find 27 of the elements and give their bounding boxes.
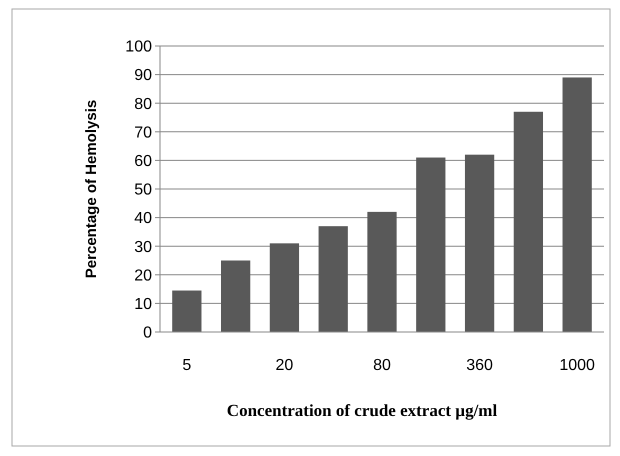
bar: [172, 290, 202, 332]
y-tick-label: 80: [134, 96, 152, 113]
y-axis-title: Percentage of Hemolysis: [83, 100, 100, 278]
bar: [318, 226, 348, 332]
x-tick-label: 5: [182, 357, 192, 374]
y-tick-label: 100: [125, 38, 152, 56]
bar: [220, 260, 250, 332]
x-tick-label: 20: [276, 357, 294, 374]
y-tick-label: 50: [134, 182, 152, 199]
y-tick-label: 20: [134, 267, 152, 284]
bar: [514, 112, 544, 332]
bar: [464, 154, 494, 332]
bar: [367, 212, 397, 332]
y-tick-label: 0: [143, 324, 152, 342]
bar: [416, 158, 446, 332]
x-tick-label: 80: [373, 357, 391, 374]
y-tick-label: 30: [134, 238, 152, 256]
y-tick-label: 10: [134, 296, 152, 313]
bar: [270, 243, 300, 332]
x-tick-label: 1000: [559, 357, 596, 374]
y-tick-label: 70: [134, 124, 152, 142]
y-tick-label: 60: [134, 153, 152, 170]
y-tick-label: 40: [134, 210, 152, 228]
x-tick-label: 360: [466, 357, 494, 374]
y-tick-label: 90: [134, 67, 152, 84]
bar: [562, 77, 592, 332]
x-axis-title: Concentration of crude extract µg/ml: [226, 401, 498, 420]
